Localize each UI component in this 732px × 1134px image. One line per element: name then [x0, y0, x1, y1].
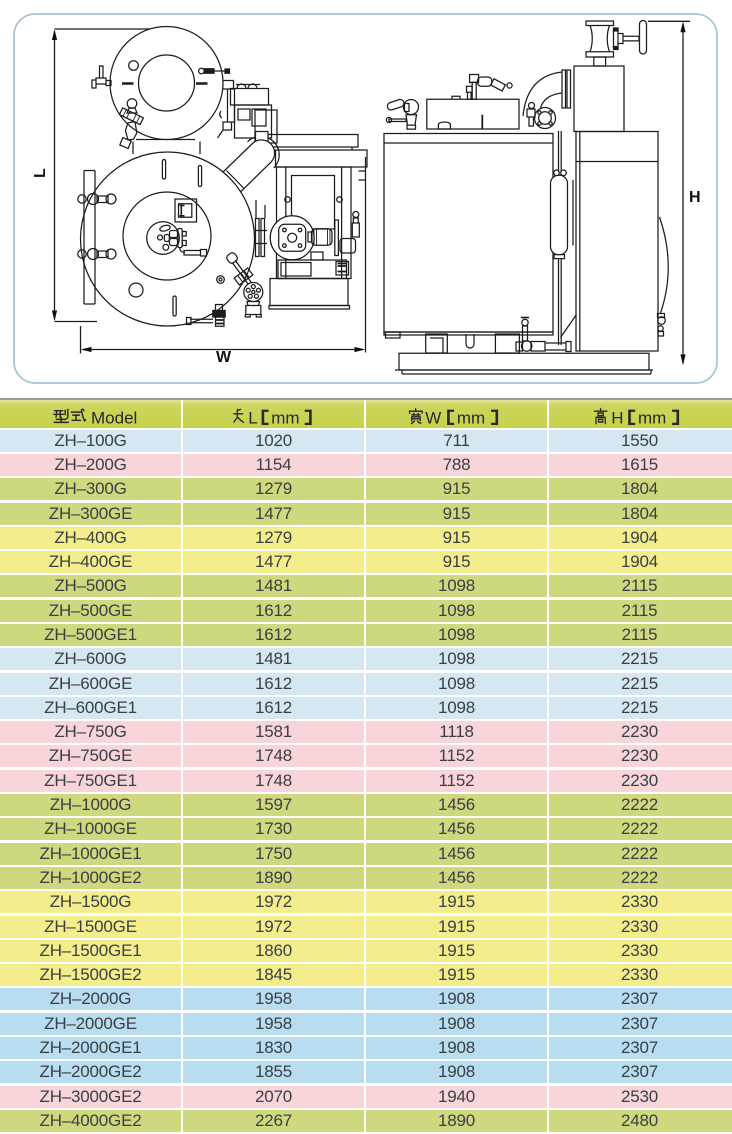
svg-text:H: H: [611, 408, 623, 427]
svg-text:mm: mm: [457, 408, 485, 427]
svg-text:L: L: [32, 168, 49, 178]
svg-text:mm: mm: [638, 408, 666, 427]
svg-text:W: W: [425, 408, 441, 427]
svg-text:L: L: [248, 408, 257, 427]
svg-text:W: W: [216, 349, 232, 366]
svg-text:Model: Model: [91, 408, 137, 427]
svg-text:mm: mm: [271, 408, 299, 427]
svg-text:H: H: [689, 189, 701, 206]
